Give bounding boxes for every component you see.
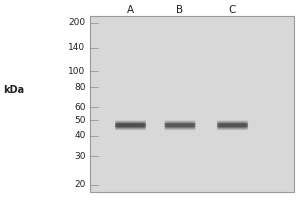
FancyBboxPatch shape bbox=[217, 123, 248, 127]
Text: 100: 100 bbox=[68, 67, 86, 76]
FancyBboxPatch shape bbox=[165, 121, 195, 130]
FancyBboxPatch shape bbox=[219, 122, 246, 128]
FancyBboxPatch shape bbox=[116, 122, 145, 129]
FancyBboxPatch shape bbox=[219, 123, 246, 128]
FancyBboxPatch shape bbox=[167, 123, 193, 127]
FancyBboxPatch shape bbox=[118, 123, 143, 127]
FancyBboxPatch shape bbox=[164, 120, 196, 130]
Text: C: C bbox=[229, 5, 236, 15]
FancyBboxPatch shape bbox=[218, 122, 247, 129]
FancyBboxPatch shape bbox=[165, 123, 195, 127]
FancyBboxPatch shape bbox=[166, 122, 194, 129]
Text: 30: 30 bbox=[74, 152, 85, 161]
Text: 60: 60 bbox=[74, 103, 85, 112]
Text: 40: 40 bbox=[74, 131, 85, 140]
FancyBboxPatch shape bbox=[167, 123, 194, 128]
Text: 50: 50 bbox=[74, 116, 85, 125]
Text: 140: 140 bbox=[68, 43, 86, 52]
Text: 200: 200 bbox=[68, 18, 86, 27]
Bar bbox=[90, 16, 294, 192]
FancyBboxPatch shape bbox=[117, 122, 144, 128]
FancyBboxPatch shape bbox=[166, 122, 194, 128]
Text: B: B bbox=[176, 5, 184, 15]
FancyBboxPatch shape bbox=[116, 121, 146, 130]
FancyBboxPatch shape bbox=[115, 120, 146, 130]
FancyBboxPatch shape bbox=[217, 120, 248, 130]
Text: 20: 20 bbox=[74, 180, 85, 189]
Text: A: A bbox=[127, 5, 134, 15]
FancyBboxPatch shape bbox=[220, 123, 245, 127]
Text: kDa: kDa bbox=[3, 85, 24, 95]
Text: 80: 80 bbox=[74, 83, 85, 92]
FancyBboxPatch shape bbox=[115, 123, 146, 127]
FancyBboxPatch shape bbox=[117, 123, 144, 128]
FancyBboxPatch shape bbox=[218, 121, 248, 130]
